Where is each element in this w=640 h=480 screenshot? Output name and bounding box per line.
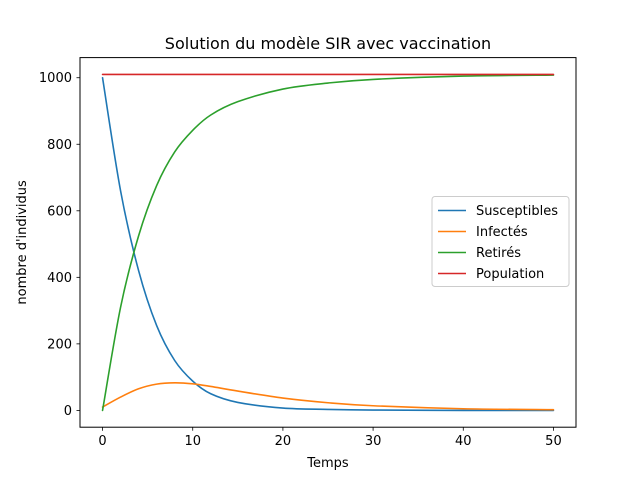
x-tick-label: 10 <box>184 434 201 449</box>
y-axis-label: nombre d'individus <box>15 180 30 305</box>
x-tick-label: 30 <box>365 434 382 449</box>
series-line-infectes <box>101 381 555 411</box>
legend-label-population: Population <box>476 267 544 282</box>
series-layer <box>101 73 555 412</box>
x-tick-label: 40 <box>455 434 472 449</box>
y-tick-label: 0 <box>64 404 72 419</box>
x-tick-label: 50 <box>545 434 562 449</box>
series-line-retires <box>101 74 555 412</box>
legend-label-susceptibles: Susceptibles <box>476 204 558 219</box>
legend: Susceptibles Infectés Retirés Population <box>431 196 570 287</box>
chart-title: Solution du modèle SIR avec vaccination <box>165 34 491 53</box>
x-tick-label: 0 <box>98 434 106 449</box>
x-axis-label: Temps <box>306 456 349 471</box>
y-tick-label: 600 <box>47 204 72 219</box>
legend-box <box>431 196 570 287</box>
y-tick-label: 200 <box>47 337 72 352</box>
legend-label-infectes: Infectés <box>476 225 528 240</box>
legend-label-retires: Retirés <box>476 246 521 261</box>
ticks-layer: 0 10 20 30 40 50 0 200 400 600 800 1000 <box>39 71 562 449</box>
plot-frame <box>79 57 577 428</box>
y-tick-label: 1000 <box>39 71 72 86</box>
y-tick-label: 400 <box>47 271 72 286</box>
y-tick-label: 800 <box>47 138 72 153</box>
x-tick-label: 20 <box>275 434 292 449</box>
